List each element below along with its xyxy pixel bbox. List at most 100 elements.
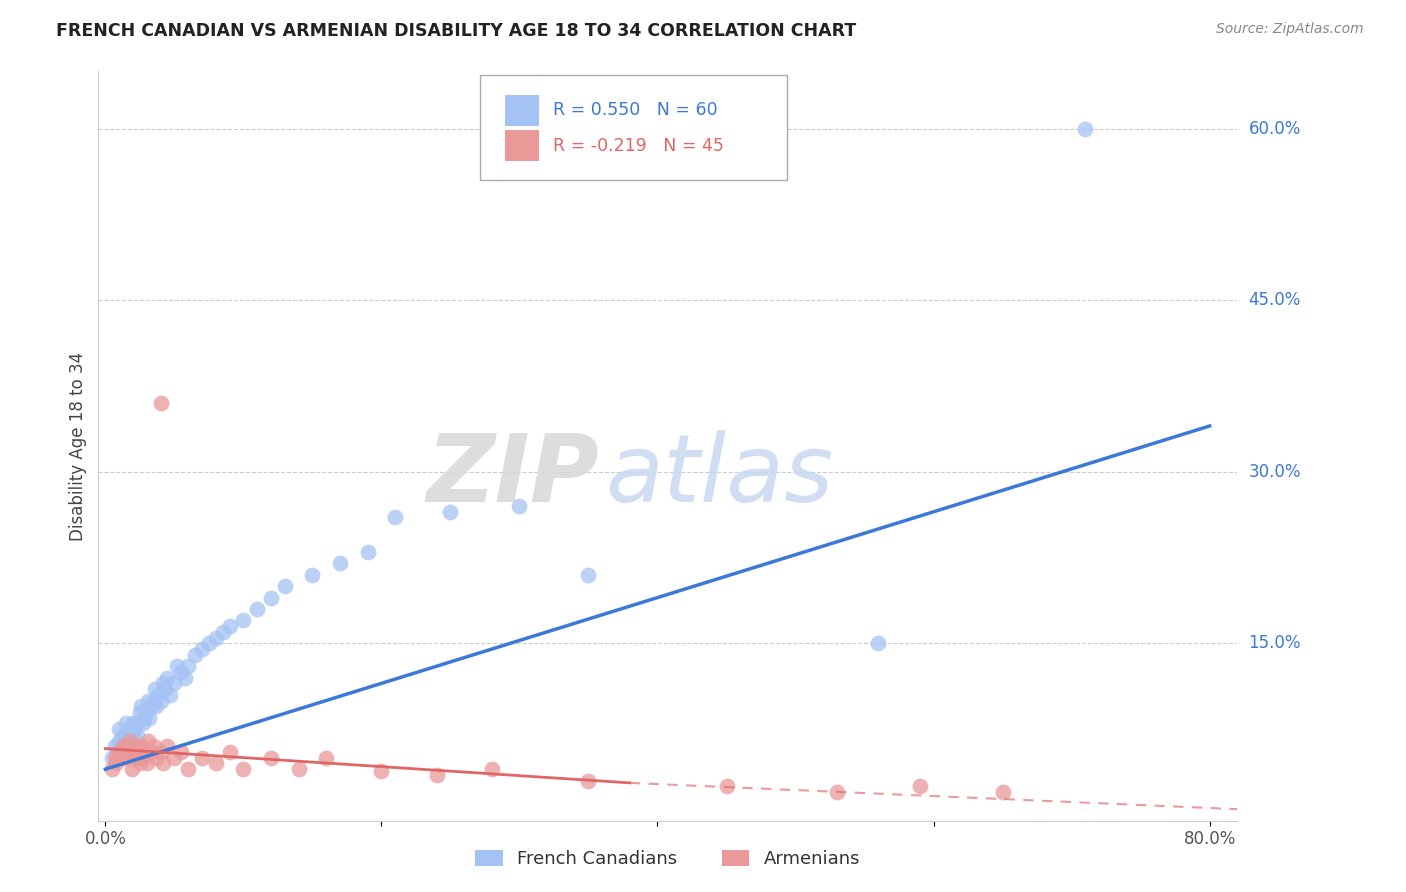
Point [120,733,142,747]
Point [139,745,162,759]
Point [122,716,145,731]
Point [128,739,150,754]
Point [105,756,128,771]
Point [104,750,127,764]
Point [184,648,207,662]
Point [152,756,174,771]
Text: 30.0%: 30.0% [1249,463,1301,481]
Point [128,705,150,719]
Point [104,739,127,754]
Point [108,722,131,736]
Point [122,728,145,742]
Point [145,750,167,764]
Point [825,785,848,799]
Point [112,728,135,742]
Point [156,671,179,685]
Point [198,636,221,650]
Point [163,750,186,764]
Point [131,750,153,764]
Point [145,699,167,714]
FancyBboxPatch shape [505,130,538,161]
Point [138,711,160,725]
Point [124,739,146,754]
Point [111,739,134,754]
Point [118,750,141,764]
Text: Source: ZipAtlas.com: Source: ZipAtlas.com [1216,22,1364,37]
Point [125,716,148,731]
Point [166,659,188,673]
Point [260,750,283,764]
Point [153,682,176,697]
Point [868,636,890,650]
FancyBboxPatch shape [479,75,787,180]
Point [908,780,931,794]
Text: ZIP: ZIP [426,430,599,522]
Point [156,739,179,754]
Point [117,739,139,754]
Point [135,705,157,719]
Point [329,556,352,570]
Point [132,745,155,759]
Point [191,642,214,657]
Point [121,762,143,776]
Point [204,631,226,645]
Text: R = 0.550   N = 60: R = 0.550 N = 60 [553,102,717,120]
Point [132,711,155,725]
Point [128,756,150,771]
Point [204,756,226,771]
Point [315,750,337,764]
Point [177,659,200,673]
Point [115,716,138,731]
Point [142,693,165,707]
Point [149,693,172,707]
Point [101,762,124,776]
Point [232,762,254,776]
Point [246,602,269,616]
Point [121,733,143,747]
Point [159,688,181,702]
Text: R = -0.219   N = 45: R = -0.219 N = 45 [553,136,724,154]
Point [356,545,378,559]
Point [120,722,142,736]
Point [101,750,124,764]
Point [174,671,197,685]
Point [163,676,186,690]
Point [124,722,146,736]
Point [117,728,139,742]
Point [105,745,128,759]
Point [131,716,153,731]
Point [115,745,138,759]
Point [122,745,145,759]
Point [136,733,159,747]
Point [191,750,214,764]
Point [218,619,240,633]
Point [115,733,138,747]
Point [142,739,165,754]
Point [426,768,449,782]
Point [481,762,503,776]
Point [112,739,135,754]
Text: atlas: atlas [605,431,834,522]
Point [149,396,172,410]
Point [125,750,148,764]
Point [129,699,152,714]
Point [108,733,131,747]
Point [211,624,233,639]
Point [118,745,141,759]
Text: 45.0%: 45.0% [1249,291,1301,310]
Point [232,614,254,628]
Legend: French Canadians, Armenians: French Canadians, Armenians [468,843,868,875]
Point [177,762,200,776]
Point [439,505,461,519]
Point [170,665,193,679]
Point [991,785,1014,799]
Point [149,745,172,759]
Point [274,579,297,593]
Point [370,764,392,779]
Point [260,591,283,605]
FancyBboxPatch shape [505,95,538,126]
Point [1074,121,1097,136]
Point [143,682,166,697]
Point [152,676,174,690]
Point [578,567,600,582]
